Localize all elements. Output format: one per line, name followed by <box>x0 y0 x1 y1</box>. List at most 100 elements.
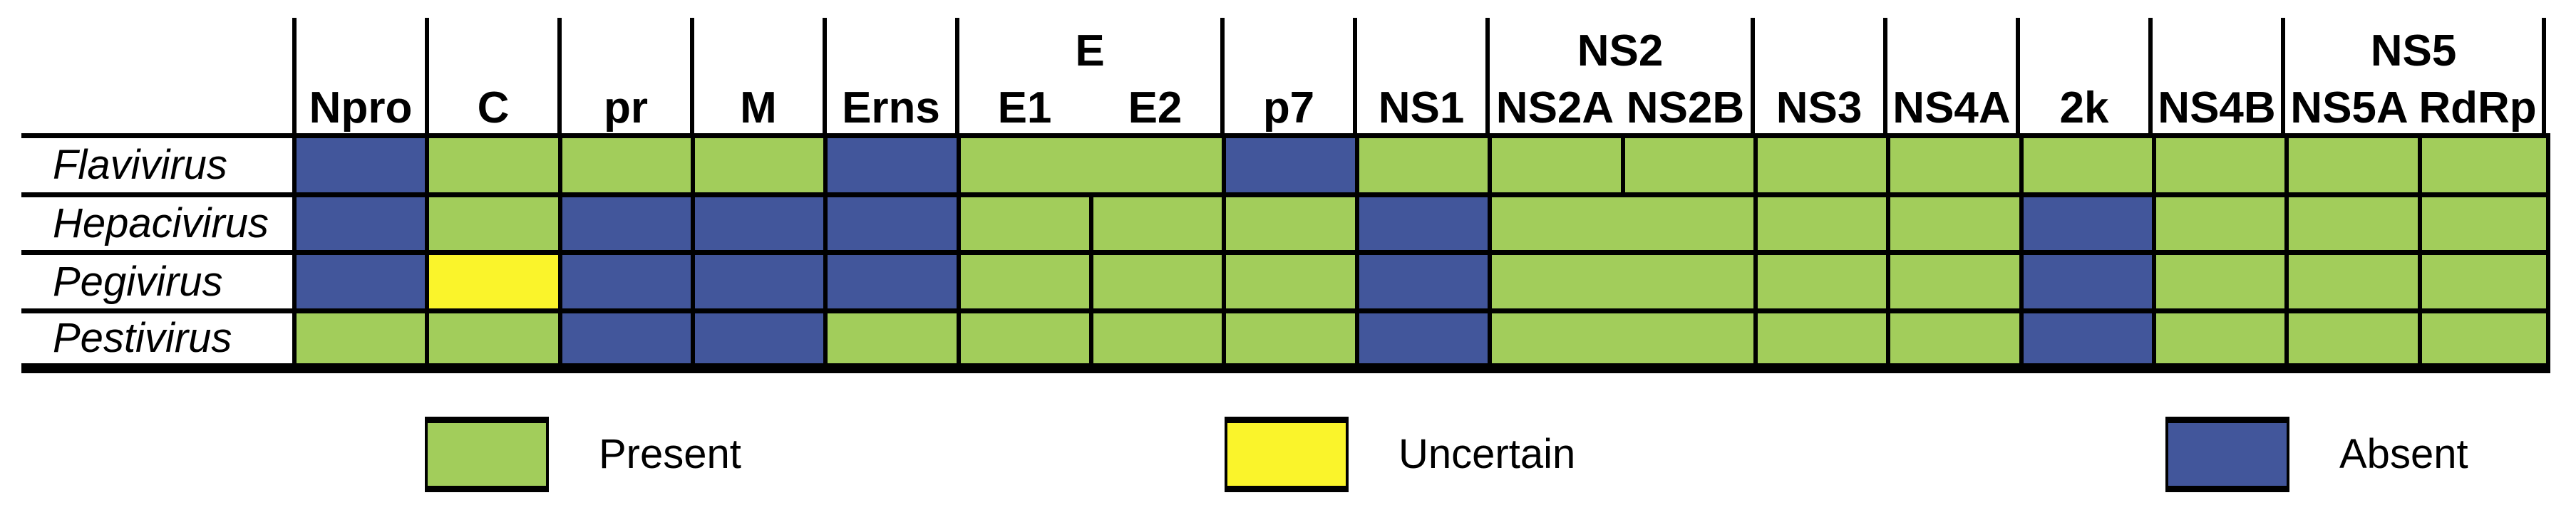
column-label-c: C <box>477 83 510 132</box>
cell-pegivirus-c <box>425 255 558 308</box>
cell-flavivirus-m <box>691 138 824 192</box>
sub-column-labels: NS2A NS2B <box>1490 86 1751 130</box>
cell-pestivirus-pr <box>557 313 691 363</box>
cell-hepacivirus-c <box>425 197 558 250</box>
cell-pegivirus-ns1 <box>1354 255 1488 308</box>
cell-hepacivirus-m <box>691 197 824 250</box>
column-label-ns5a: NS5A <box>2290 83 2408 132</box>
column-label-ns4b: NS4B <box>2158 83 2276 132</box>
cell-pestivirus-ns3 <box>1753 313 1887 363</box>
column-label-p7: p7 <box>1262 83 1315 132</box>
row-label-flavivirus: Flavivirus <box>21 138 292 192</box>
header-group-ns5: NS5 NS5A RdRp <box>2281 18 2546 133</box>
cell-pegivirus-pr <box>557 255 691 308</box>
cell-hepacivirus-e2 <box>1089 197 1222 250</box>
cell-pestivirus-ns2a-ns2b <box>1488 313 1753 363</box>
row-separator <box>21 250 2550 255</box>
header-cell-npro: Npro <box>292 18 425 133</box>
cell-pestivirus-e1 <box>956 313 1090 363</box>
cell-pegivirus-m <box>691 255 824 308</box>
cell-flavivirus-ns5a <box>2284 138 2418 192</box>
group-label: NS2 <box>1577 26 1664 76</box>
row-label-hepacivirus: Hepacivirus <box>21 197 292 250</box>
cell-hepacivirus-pr <box>557 197 691 250</box>
row-separator <box>21 308 2550 313</box>
header-cell-ns4a: NS4A <box>1883 18 2016 133</box>
cell-pestivirus-c <box>425 313 558 363</box>
row-label-pestivirus: Pestivirus <box>21 313 292 363</box>
cell-pegivirus-ns5a <box>2284 255 2418 308</box>
cell-flavivirus-npro <box>292 138 426 192</box>
legend-item-uncertain: Uncertain <box>1225 417 1575 492</box>
legend-item-present: Present <box>425 417 741 492</box>
legend-label-absent: Absent <box>2339 431 2468 477</box>
cell-pestivirus-2k <box>2019 313 2152 363</box>
row-cells <box>292 197 2550 250</box>
group-label: E <box>1075 26 1105 76</box>
row-cells <box>292 313 2550 363</box>
header-cell-ns1: NS1 <box>1353 18 1485 133</box>
column-label-npro: Npro <box>309 83 413 132</box>
cell-pestivirus-ns4a <box>1886 313 2019 363</box>
legend-swatch-uncertain <box>1225 417 1349 492</box>
cell-pestivirus-p7 <box>1222 313 1355 363</box>
header-group-e: E E1 E2 <box>955 18 1220 133</box>
cell-flavivirus-c <box>425 138 558 192</box>
cell-flavivirus-pr <box>557 138 691 192</box>
column-label-ns2a: NS2A <box>1495 83 1614 132</box>
cell-pegivirus-ns3 <box>1753 255 1887 308</box>
legend-item-absent: Absent <box>2165 417 2468 492</box>
header-cell-ns3: NS3 <box>1751 18 1883 133</box>
row-pestivirus: Pestivirus <box>21 313 2550 363</box>
header-rule <box>21 133 2550 138</box>
cell-hepacivirus-2k <box>2019 197 2152 250</box>
column-label-m: M <box>740 83 777 132</box>
column-label-e2: E2 <box>1128 83 1183 132</box>
row-separator <box>21 192 2550 197</box>
column-label-ns2b: NS2B <box>1626 83 1745 132</box>
group-label: NS5 <box>2370 26 2457 76</box>
cell-hepacivirus-ns2a-ns2b <box>1488 197 1753 250</box>
cell-flavivirus-ns3 <box>1753 138 1887 192</box>
legend-swatch-present <box>425 417 549 492</box>
cell-pegivirus-ns2a-ns2b <box>1488 255 1753 308</box>
cell-hepacivirus-p7 <box>1222 197 1355 250</box>
cell-hepacivirus-ns3 <box>1753 197 1887 250</box>
sub-column-labels: E1 E2 <box>959 86 1220 130</box>
cell-flavivirus-ns2a <box>1488 138 1621 192</box>
row-flavivirus: Flavivirus <box>21 138 2550 192</box>
cell-hepacivirus-ns5a <box>2284 197 2418 250</box>
header-cell-c: C <box>425 18 557 133</box>
row-cells <box>292 255 2550 308</box>
row-hepacivirus: Hepacivirus <box>21 197 2550 250</box>
cell-pegivirus-npro <box>292 255 426 308</box>
cell-flavivirus-p7 <box>1222 138 1355 192</box>
cell-hepacivirus-rdrp <box>2417 197 2550 250</box>
column-label-erns: Erns <box>842 83 940 132</box>
header-group-ns2: NS2 NS2A NS2B <box>1485 18 1751 133</box>
cell-pestivirus-ns1 <box>1354 313 1488 363</box>
header-cell-m: M <box>690 18 823 133</box>
column-label-rdrp: RdRp <box>2418 83 2537 132</box>
row-pegivirus: Pegivirus <box>21 255 2550 308</box>
legend-swatch-absent <box>2165 417 2289 492</box>
cell-pestivirus-ns4b <box>2151 313 2285 363</box>
cell-pegivirus-p7 <box>1222 255 1355 308</box>
cell-pestivirus-e2 <box>1089 313 1222 363</box>
cell-hepacivirus-erns <box>823 197 957 250</box>
cell-hepacivirus-ns4a <box>1886 197 2019 250</box>
column-label-ns4a: NS4A <box>1892 83 2011 132</box>
column-label-ns3: NS3 <box>1776 83 1863 132</box>
column-label-e1: E1 <box>997 83 1052 132</box>
cell-hepacivirus-ns1 <box>1354 197 1488 250</box>
column-label-pr: pr <box>604 83 648 132</box>
legend-label-present: Present <box>599 431 741 477</box>
cell-pestivirus-npro <box>292 313 426 363</box>
cell-flavivirus-rdrp <box>2417 138 2550 192</box>
cell-pegivirus-rdrp <box>2417 255 2550 308</box>
cell-hepacivirus-e1 <box>956 197 1090 250</box>
cell-flavivirus-2k <box>2019 138 2152 192</box>
cell-pestivirus-erns <box>823 313 957 363</box>
header-cell-erns: Erns <box>823 18 955 133</box>
